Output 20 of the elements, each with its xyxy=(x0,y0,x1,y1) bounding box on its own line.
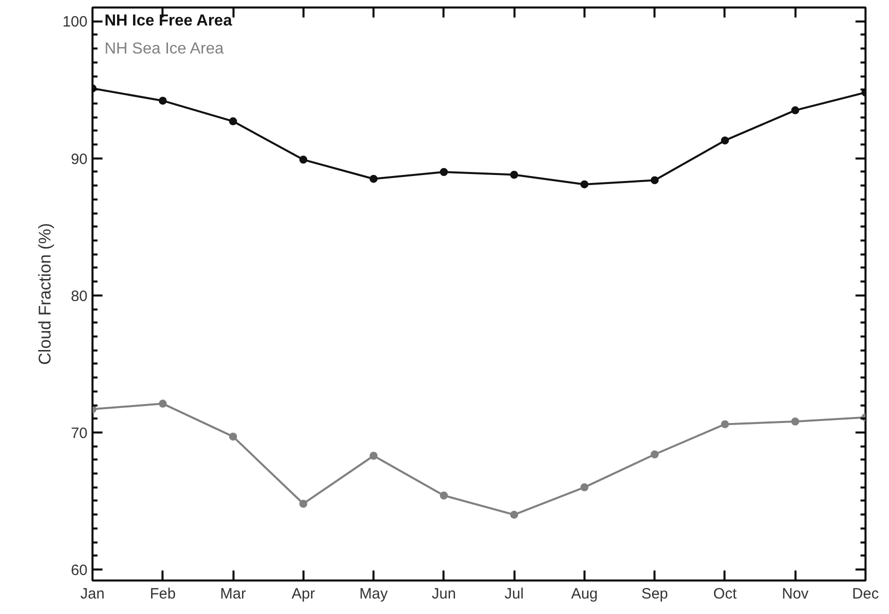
x-tick-label: Jun xyxy=(432,586,456,602)
x-tick-label: Apr xyxy=(292,586,315,602)
y-tick-label: 70 xyxy=(70,424,88,442)
x-tick-label: Aug xyxy=(571,586,598,602)
x-tick-label: Oct xyxy=(713,586,738,602)
x-tick-label: Dec xyxy=(852,586,880,602)
y-tick-label: 100 xyxy=(62,14,88,31)
y-tick-label: 80 xyxy=(70,288,88,305)
x-tick-label: Jul xyxy=(504,586,524,602)
y-tick-label: 60 xyxy=(70,562,88,580)
x-tick-label: Nov xyxy=(782,586,810,602)
y-axis-title: Cloud Fraction (%) xyxy=(35,223,54,365)
x-tick-label: Mar xyxy=(220,586,246,602)
x-tick-label: Feb xyxy=(150,586,176,602)
x-tick-label: May xyxy=(359,586,388,602)
text: NH Ice Free Area xyxy=(104,12,232,30)
y-tick-label: 90 xyxy=(70,150,88,168)
x-tick-label: Jan xyxy=(80,586,105,602)
text: NH Sea Ice Area xyxy=(104,40,224,58)
x-tick-label: Sep xyxy=(641,586,668,602)
